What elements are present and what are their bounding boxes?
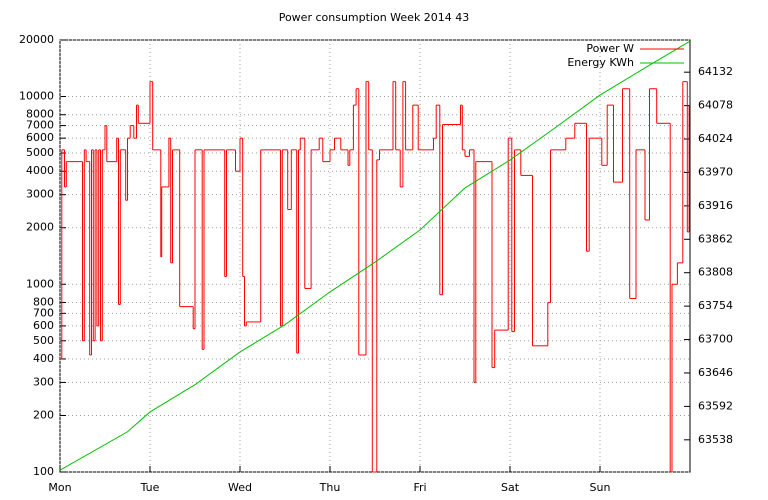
y-tick-label: 8000 [26,108,54,121]
y2-tick-label: 63862 [698,232,733,245]
y2-tick-label: 63592 [698,399,733,412]
x-tick-label: Thu [319,481,341,494]
y-tick-label: 100 [33,465,54,478]
y2-tick-label: 64078 [698,99,733,112]
y-tick-label: 400 [33,352,54,365]
plot-frame [59,39,691,473]
x-tick-label: Sun [590,481,611,494]
y-tick-label: 700 [33,306,54,319]
y2-tick-label: 63700 [698,333,733,346]
x-tick-label: Wed [228,481,252,494]
x-tick-label: Sat [501,481,520,494]
y2-tick-label: 63754 [698,299,733,312]
chart-title: Power consumption Week 2014 43 [279,11,470,24]
y-tick-label: 200 [33,408,54,421]
y-tick-label: 800 [33,295,54,308]
x-tick-label: Fri [413,481,426,494]
legend-label: Energy KWh [567,56,634,69]
y-tick-label: 2000 [26,221,54,234]
y-tick-label: 1000 [26,277,54,290]
y2-tick-label: 63970 [698,165,733,178]
y-tick-label: 500 [33,334,54,347]
y-tick-label: 5000 [26,146,54,159]
x-tick-label: Mon [48,481,71,494]
y2-tick-label: 64132 [698,65,733,78]
y-tick-label: 4000 [26,164,54,177]
energy-line [59,40,691,471]
y-tick-label: 600 [33,319,54,332]
x-tick-label: Tue [140,481,160,494]
y2-tick-label: 63808 [698,266,733,279]
y-tick-label: 300 [33,375,54,388]
y2-tick-label: 63646 [698,366,733,379]
y-tick-label: 6000 [26,131,54,144]
legend-label: Power W [586,42,634,55]
y-tick-label: 3000 [26,188,54,201]
y2-tick-label: 64024 [698,132,733,145]
y2-tick-label: 63916 [698,199,733,212]
y2-tick-label: 63538 [698,433,733,446]
y-tick-label: 20000 [19,33,54,46]
y-tick-label: 7000 [26,119,54,132]
y-tick-label: 10000 [19,90,54,103]
